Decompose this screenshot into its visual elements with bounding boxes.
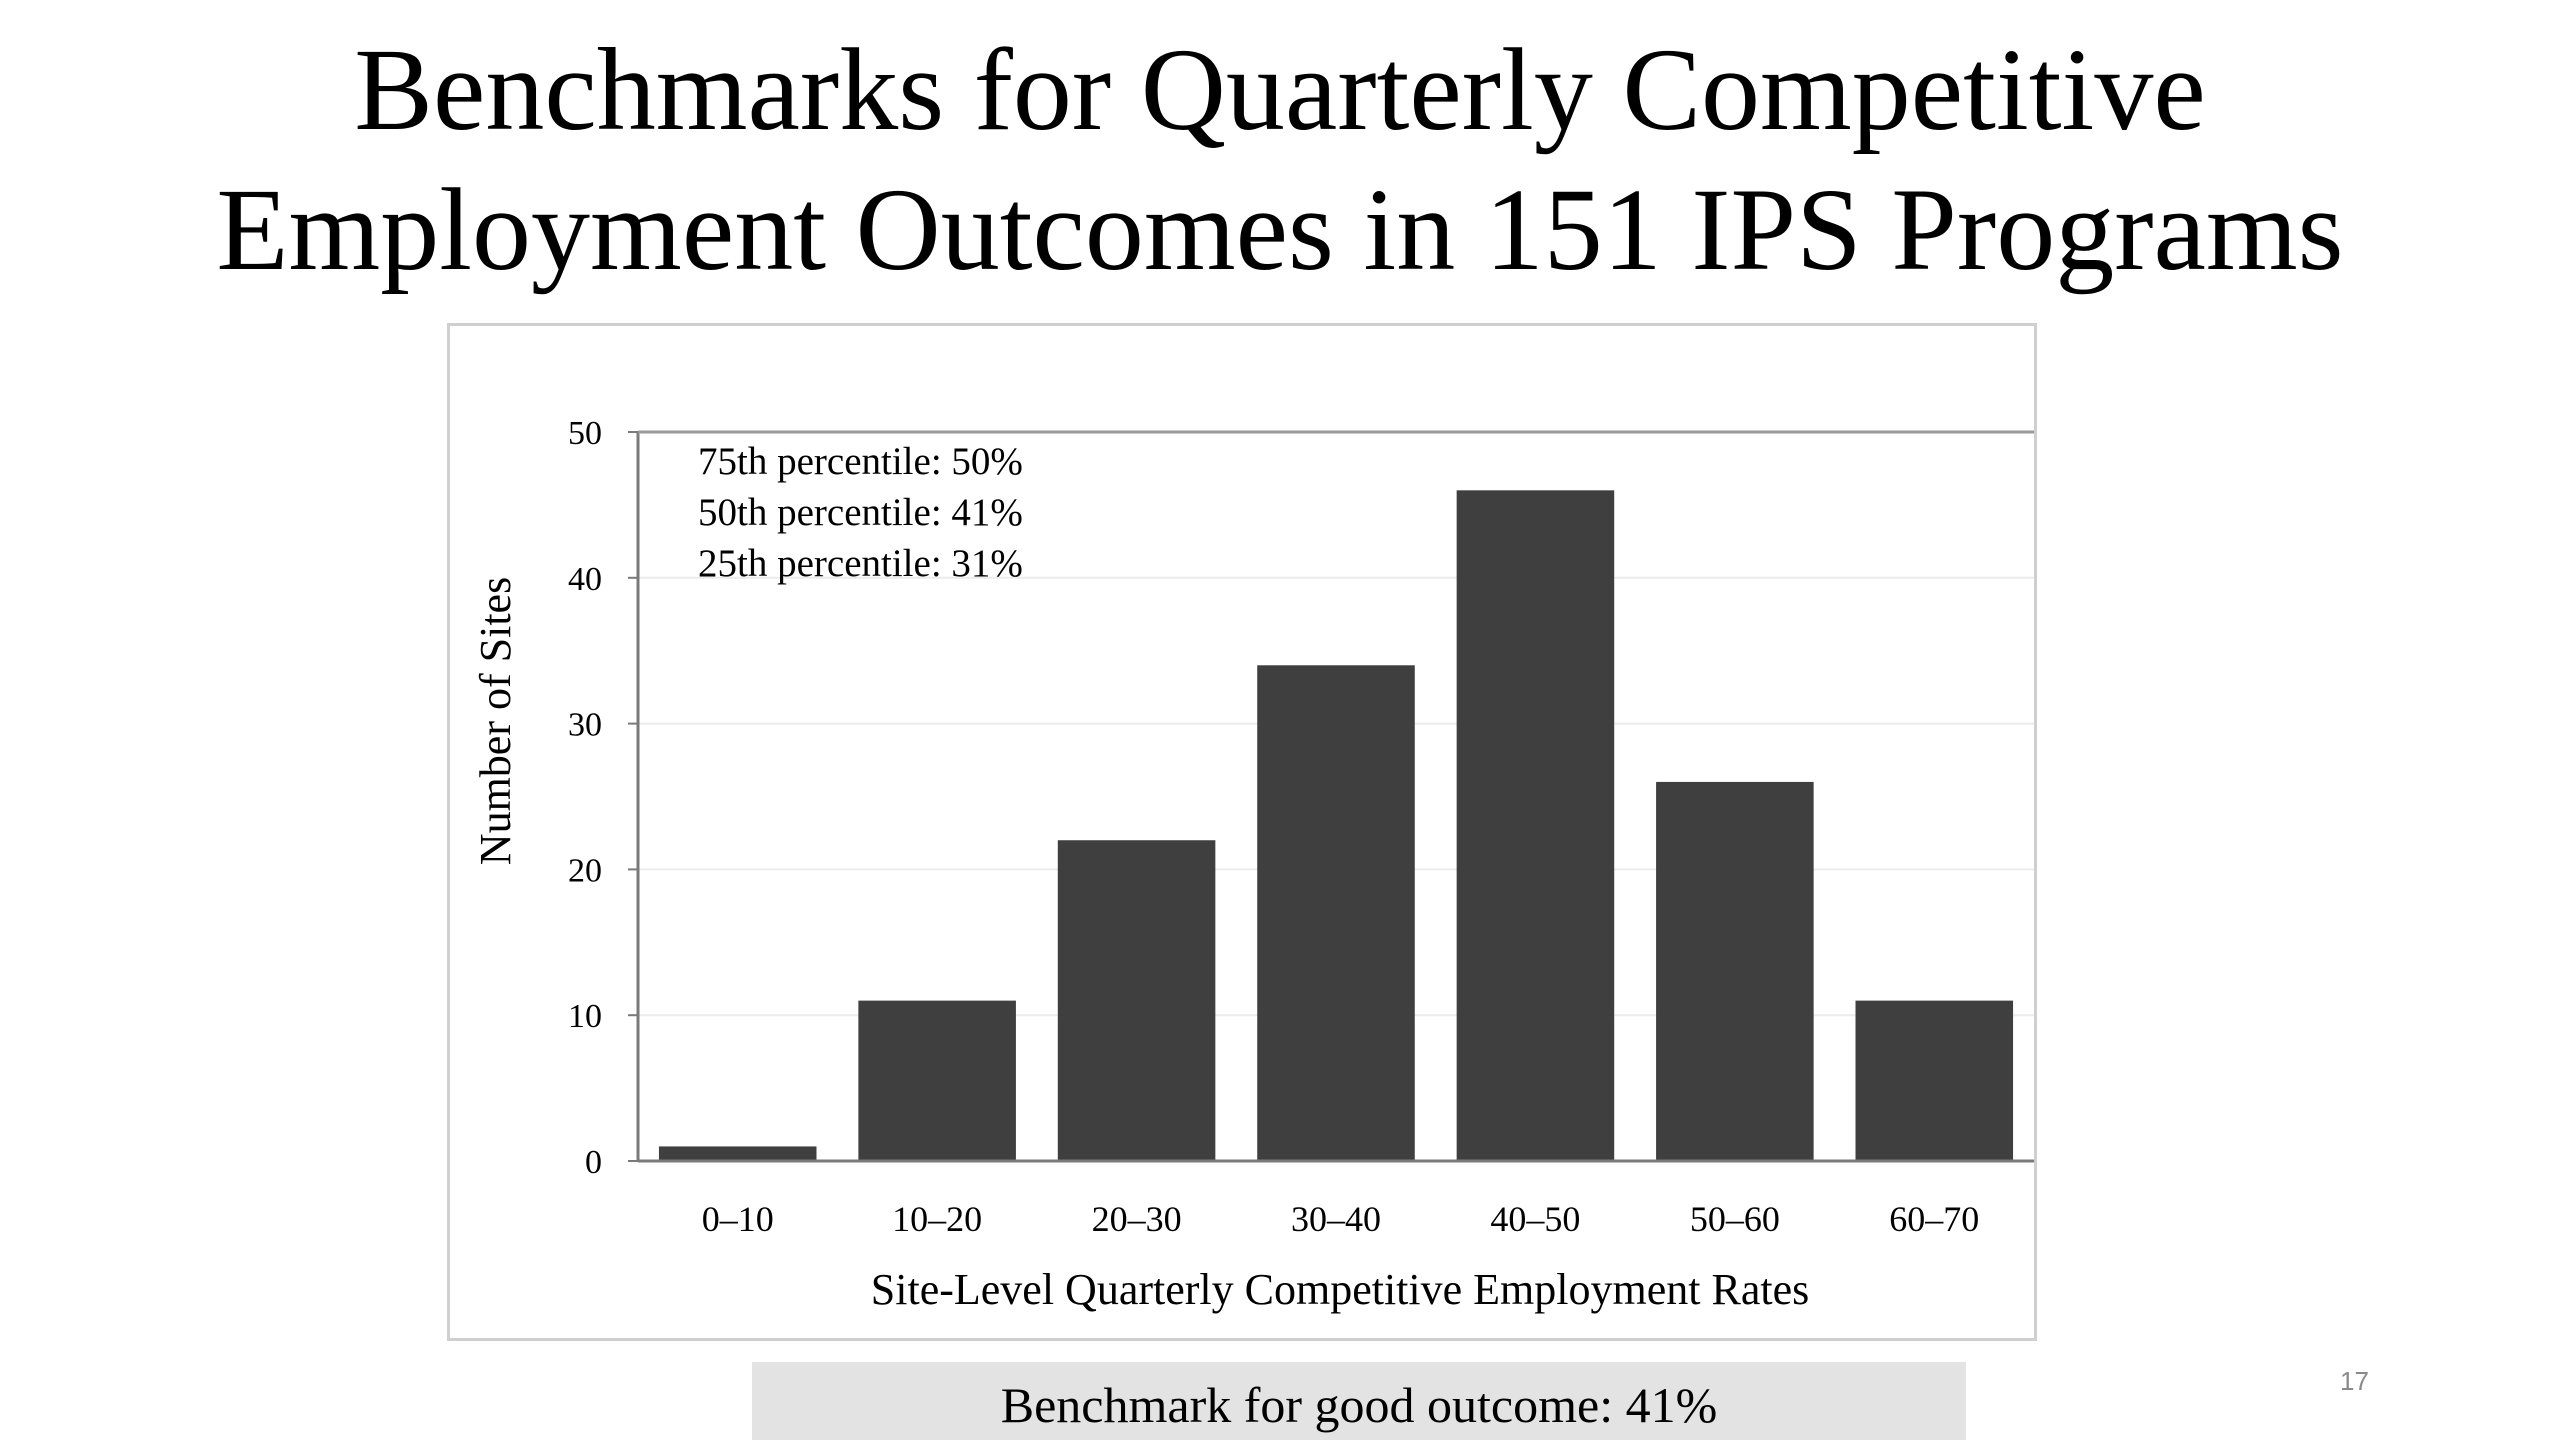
benchmark-box: Benchmark for good outcome: 41% [752,1362,1966,1440]
benchmark-text: Benchmark for good outcome: 41% [1000,1377,1718,1433]
bars [658,490,2014,1161]
bar [658,1146,817,1161]
y-tick-label: 50 [568,415,602,452]
x-tick-label: 10–20 [892,1199,982,1239]
bar [1456,490,1615,1161]
x-tick-label: 0–10 [702,1199,774,1239]
x-tick-labels: 0–10 10–20 20–30 30–40 40–50 50–60 60–70 [702,1199,1980,1239]
slide-title: Benchmarks for Quarterly Competitive Emp… [0,20,2560,300]
bar [1257,665,1415,1161]
y-tick-label: 40 [568,561,602,598]
x-tick-label: 60–70 [1889,1199,1979,1239]
percentile-annotation: 50th percentile: 41% [698,491,1023,534]
y-tick-label: 0 [585,1144,602,1181]
y-tick-labels: 0 10 20 30 40 50 [568,415,602,1181]
percentile-annotation: 75th percentile: 50% [698,440,1023,483]
percentile-annotations: 75th percentile: 50% 50th percentile: 41%… [698,440,1023,585]
y-axis-label: Number of Sites [471,577,520,865]
page-number: 17 [2340,1366,2369,1396]
bar [858,1000,1016,1161]
percentile-annotation: 25th percentile: 31% [698,542,1023,585]
bar [1656,781,1814,1161]
histogram-chart: 0 10 20 30 40 50 0–10 10–20 20–30 30–40 40–50 50–6… [471,415,2034,1314]
title-line-2: Employment Outcomes in 151 IPS Programs [216,164,2344,295]
x-axis-label: Site-Level Quarterly Competitive Employm… [871,1265,1809,1314]
y-tick-label: 10 [568,998,602,1035]
x-tick-label: 30–40 [1291,1199,1381,1239]
title-line-1: Benchmarks for Quarterly Competitive [354,24,2206,155]
bar [1057,840,1216,1161]
y-tick-label: 20 [568,852,602,889]
x-tick-label: 40–50 [1490,1199,1580,1239]
x-tick-label: 20–30 [1092,1199,1182,1239]
y-tick-label: 30 [568,707,602,744]
chart-frame: 0 10 20 30 40 50 0–10 10–20 20–30 30–40 40–50 50–6… [447,323,2037,1341]
x-tick-label: 50–60 [1690,1199,1780,1239]
axes [628,430,2034,1163]
bar [1855,1000,2014,1161]
